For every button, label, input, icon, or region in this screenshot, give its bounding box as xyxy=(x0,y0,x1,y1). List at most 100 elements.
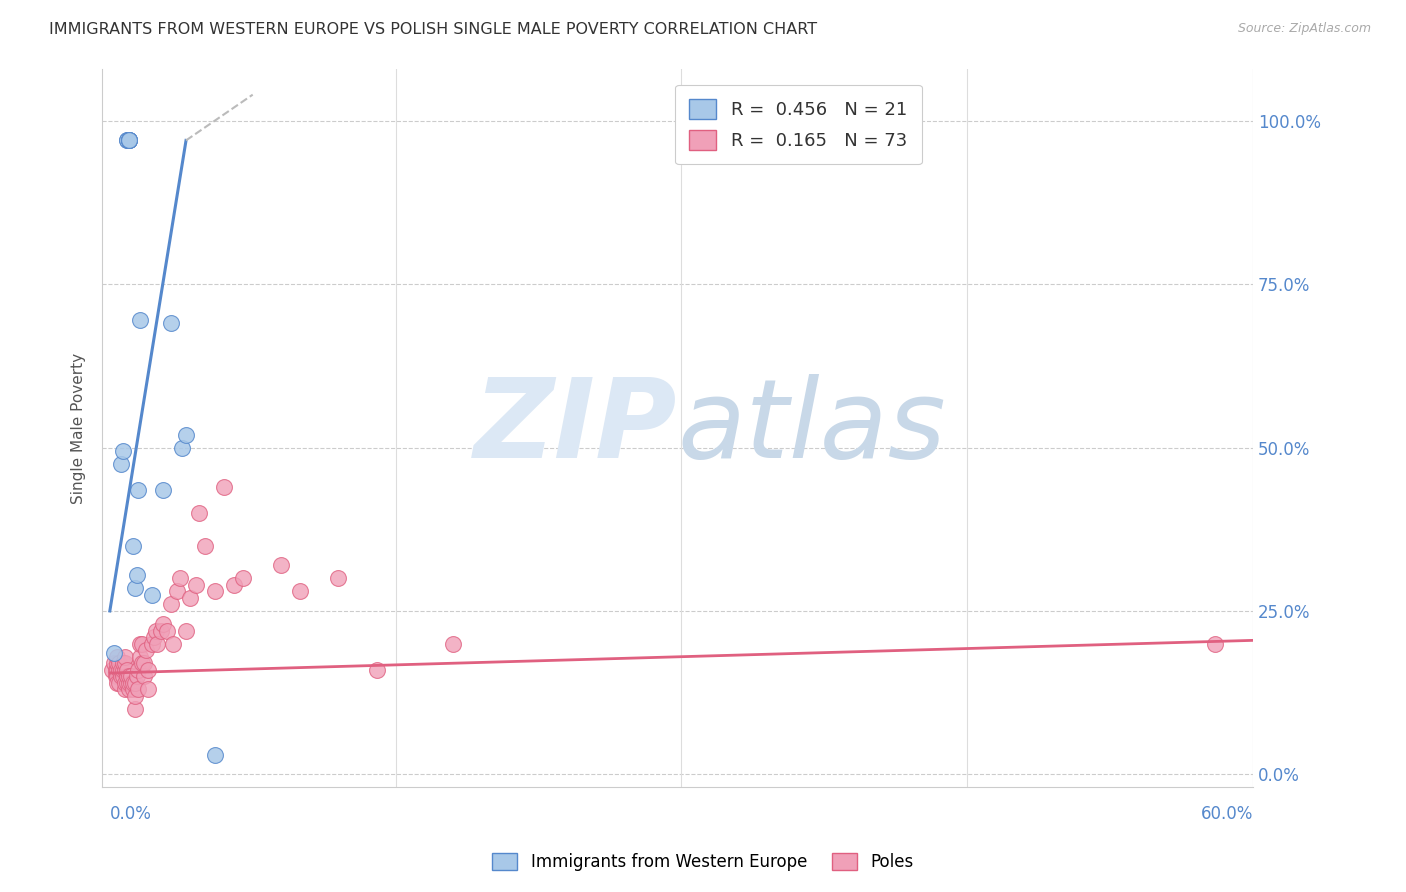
Point xyxy=(112,443,135,458)
Point xyxy=(174,427,197,442)
Point xyxy=(112,663,135,677)
Point xyxy=(159,317,181,331)
Point xyxy=(131,637,153,651)
Point xyxy=(118,133,141,147)
Point xyxy=(115,663,138,677)
Point xyxy=(121,539,143,553)
Point xyxy=(110,663,132,677)
Point xyxy=(328,571,350,585)
Legend: R =  0.456   N = 21, R =  0.165   N = 73: R = 0.456 N = 21, R = 0.165 N = 73 xyxy=(675,85,922,164)
Point xyxy=(162,637,184,651)
Point xyxy=(194,539,217,553)
Point xyxy=(145,624,167,638)
Legend: Immigrants from Western Europe, Poles: Immigrants from Western Europe, Poles xyxy=(484,845,922,880)
Point xyxy=(146,637,169,651)
Point xyxy=(172,441,194,455)
Point xyxy=(174,624,197,638)
Point xyxy=(115,133,138,147)
Text: 60.0%: 60.0% xyxy=(1201,805,1253,823)
Text: atlas: atlas xyxy=(678,375,946,482)
Point xyxy=(141,637,163,651)
Point xyxy=(166,584,188,599)
Point xyxy=(125,669,148,683)
Text: 0.0%: 0.0% xyxy=(110,805,152,823)
Point xyxy=(124,581,146,595)
Point xyxy=(129,313,152,327)
Point xyxy=(441,637,464,651)
Point xyxy=(142,630,165,644)
Point xyxy=(222,578,245,592)
Point xyxy=(131,657,153,671)
Point xyxy=(121,682,143,697)
Point xyxy=(136,682,159,697)
Point xyxy=(120,669,142,683)
Point xyxy=(270,558,292,573)
Point xyxy=(290,584,312,599)
Point xyxy=(115,676,138,690)
Point xyxy=(103,647,125,661)
Point xyxy=(108,657,131,671)
Point xyxy=(118,669,141,683)
Point xyxy=(110,457,132,471)
Point xyxy=(204,747,226,762)
Point xyxy=(104,669,127,683)
Point xyxy=(115,133,138,147)
Point xyxy=(108,663,131,677)
Point xyxy=(127,483,149,497)
Y-axis label: Single Male Poverty: Single Male Poverty xyxy=(72,352,86,503)
Point xyxy=(204,584,226,599)
Point xyxy=(107,676,129,690)
Point xyxy=(152,483,174,497)
Point xyxy=(125,568,148,582)
Point xyxy=(118,133,141,147)
Point xyxy=(156,624,179,638)
Point xyxy=(118,133,141,147)
Point xyxy=(1204,637,1226,651)
Point xyxy=(121,676,143,690)
Point xyxy=(110,669,132,683)
Text: IMMIGRANTS FROM WESTERN EUROPE VS POLISH SINGLE MALE POVERTY CORRELATION CHART: IMMIGRANTS FROM WESTERN EUROPE VS POLISH… xyxy=(49,22,817,37)
Point xyxy=(124,676,146,690)
Text: ZIP: ZIP xyxy=(474,375,678,482)
Point xyxy=(103,657,125,671)
Point xyxy=(129,649,152,664)
Point xyxy=(136,663,159,677)
Point xyxy=(107,663,129,677)
Point xyxy=(112,669,135,683)
Point xyxy=(134,657,156,671)
Point xyxy=(129,637,152,651)
Point xyxy=(184,578,207,592)
Point xyxy=(159,598,181,612)
Point xyxy=(124,689,146,703)
Point xyxy=(107,669,129,683)
Point xyxy=(124,702,146,716)
Point xyxy=(114,676,136,690)
Point xyxy=(114,682,136,697)
Point xyxy=(366,663,388,677)
Point xyxy=(135,643,157,657)
Point xyxy=(134,669,156,683)
Point xyxy=(118,682,141,697)
Point xyxy=(114,649,136,664)
Point xyxy=(127,682,149,697)
Point xyxy=(169,571,191,585)
Point xyxy=(120,676,142,690)
Point xyxy=(118,676,141,690)
Point xyxy=(100,663,122,677)
Point xyxy=(118,133,141,147)
Point xyxy=(115,669,138,683)
Point xyxy=(104,663,127,677)
Point xyxy=(127,663,149,677)
Point xyxy=(108,676,131,690)
Text: Source: ZipAtlas.com: Source: ZipAtlas.com xyxy=(1237,22,1371,36)
Point xyxy=(114,657,136,671)
Point xyxy=(232,571,254,585)
Point xyxy=(118,133,141,147)
Point xyxy=(188,506,211,520)
Point xyxy=(150,624,173,638)
Point xyxy=(141,588,163,602)
Point xyxy=(179,591,201,605)
Point xyxy=(152,617,174,632)
Point xyxy=(107,649,129,664)
Point xyxy=(212,480,235,494)
